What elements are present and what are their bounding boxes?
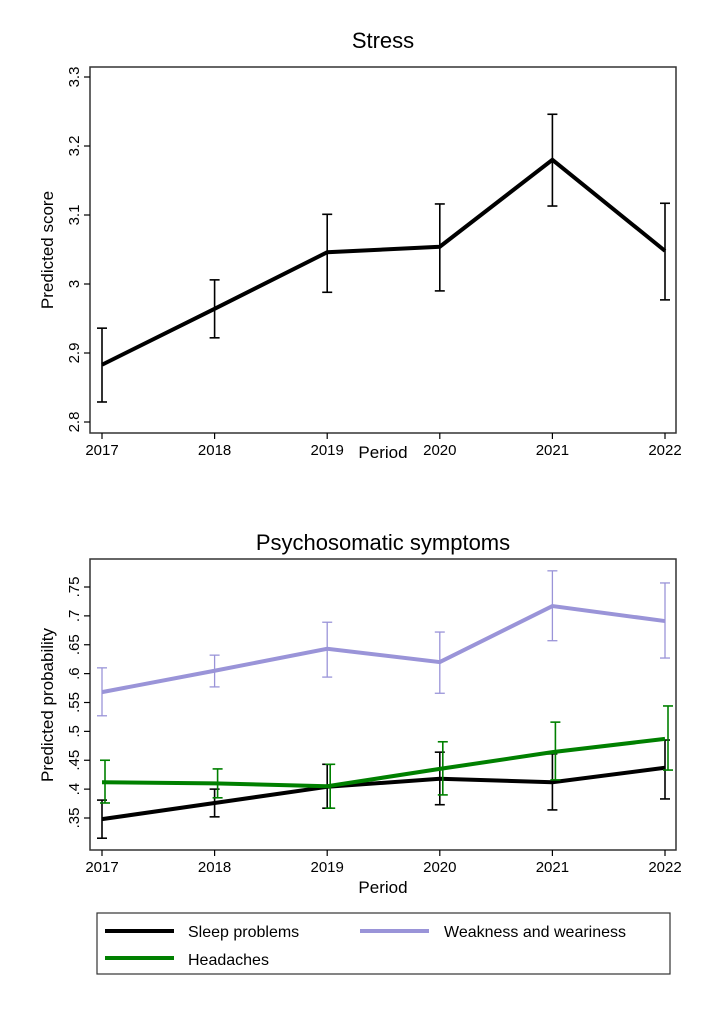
series-weakness-and-weariness — [97, 570, 670, 717]
series-stress — [97, 113, 670, 403]
x-tick-label: 2020 — [423, 442, 456, 459]
y-tick-label: .65 — [66, 634, 83, 655]
plot-frame — [89, 558, 677, 851]
series-line — [101, 765, 666, 822]
y-tick-label: 3.1 — [66, 205, 83, 226]
x-tick-label: 2018 — [198, 859, 231, 876]
x-axis-label: Period — [358, 443, 407, 462]
legend-label-sleep-problems: Sleep problems — [188, 924, 299, 941]
y-tick-label: .55 — [66, 692, 83, 713]
series-headaches — [100, 705, 673, 809]
y-tick-label: 2.9 — [66, 343, 83, 364]
x-tick-label: 2019 — [311, 859, 344, 876]
y-tick-label: 3.3 — [66, 67, 83, 88]
plot-frame — [89, 66, 677, 434]
y-tick-label: 3.2 — [66, 136, 83, 157]
x-tick-label: 2022 — [648, 859, 681, 876]
x-tick-label: 2017 — [85, 859, 118, 876]
chart-title: Psychosomatic symptoms — [256, 530, 510, 555]
x-tick-label: 2017 — [85, 442, 118, 459]
legend-box — [96, 912, 671, 975]
series-line — [101, 157, 667, 367]
series-line — [101, 603, 666, 695]
legend: Sleep problems Weakness and weariness He… — [96, 912, 671, 975]
y-tick-label: .4 — [66, 783, 83, 796]
y-tick-label: .75 — [66, 577, 83, 598]
chart-title: Stress — [352, 28, 414, 53]
y-axis-label: Predicted score — [38, 191, 57, 309]
x-tick-label: 2018 — [198, 442, 231, 459]
series-sleep-problems — [97, 739, 670, 840]
y-tick-label: .7 — [66, 610, 83, 623]
series-line — [101, 736, 666, 789]
legend-label-weakness: Weakness and weariness — [444, 924, 626, 941]
x-axis-label: Period — [358, 878, 407, 897]
legend-label-headaches: Headaches — [188, 952, 269, 969]
y-tick-label: .35 — [66, 808, 83, 829]
x-tick-label: 2022 — [648, 442, 681, 459]
x-tick-label: 2021 — [536, 442, 569, 459]
y-tick-label: .5 — [66, 725, 83, 738]
y-axis-label: Predicted probability — [38, 627, 57, 782]
psychosomatic-panel: Psychosomatic symptoms Period Predicted … — [38, 530, 682, 897]
x-tick-label: 2021 — [536, 859, 569, 876]
x-tick-label: 2019 — [311, 442, 344, 459]
y-tick-label: 2.8 — [66, 412, 83, 433]
x-tick-label: 2020 — [423, 859, 456, 876]
y-tick-label: .6 — [66, 667, 83, 680]
stress-panel: Stress Period Predicted score 2.8 2.9 3 3.1… — [38, 28, 682, 462]
y-tick-label: 3 — [66, 280, 83, 288]
y-tick-label: .45 — [66, 750, 83, 771]
